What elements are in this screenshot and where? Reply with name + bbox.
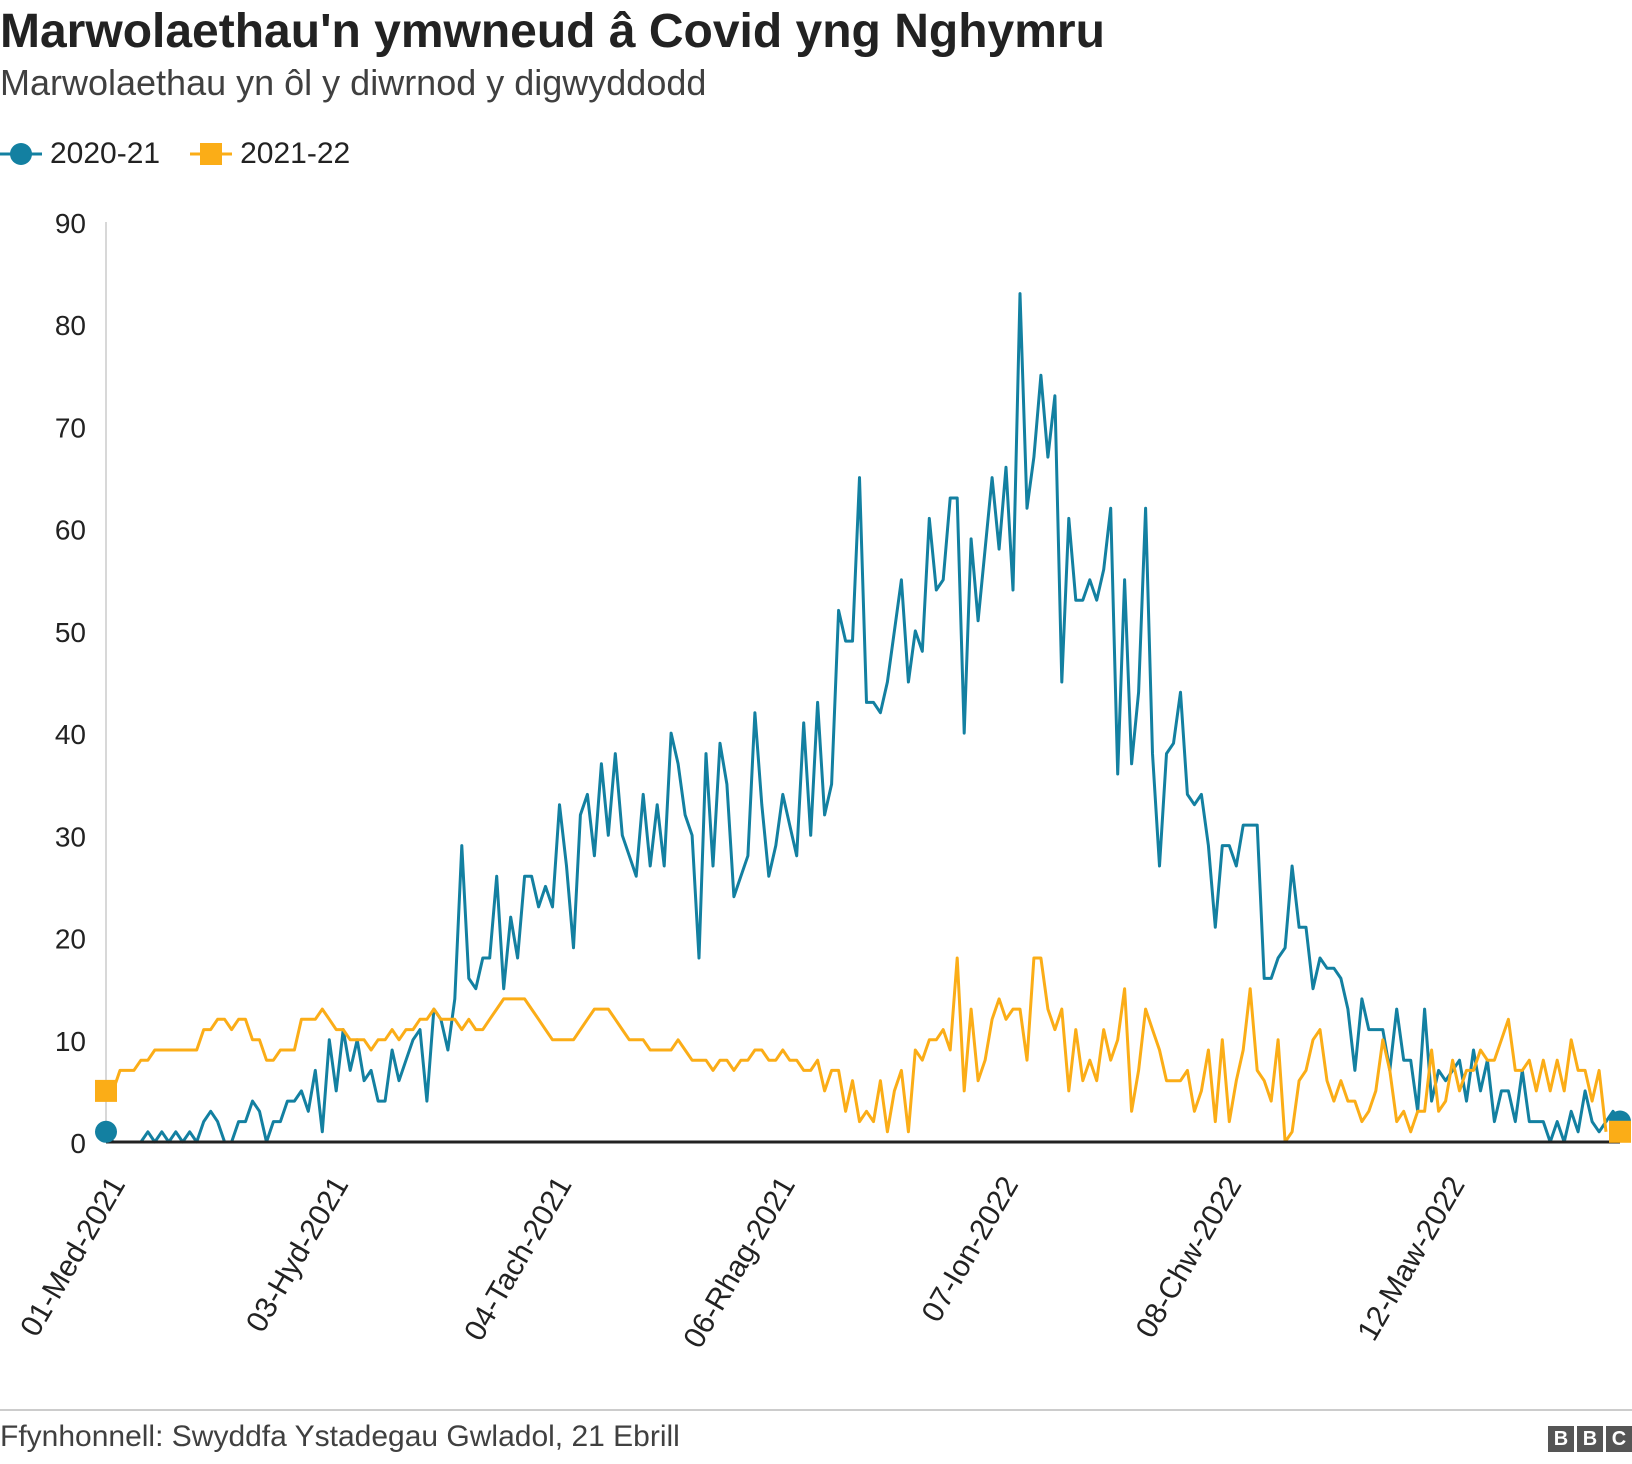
- legend-label: 2020-21: [50, 137, 161, 170]
- series-line-2020-21: [104, 292, 1622, 1144]
- legend-item-2021-22: 2021-22: [190, 137, 350, 171]
- series-start-marker: [95, 1120, 117, 1143]
- circle-marker-icon: [0, 143, 42, 165]
- series-start-marker: [95, 1079, 117, 1102]
- line-chart: 0 10 20 30 40 50 60 70 80 90 01-Med-2021 03-Hyd-202…: [14, 208, 1631, 1354]
- chart-subtitle: Marwolaethau yn ôl y diwrnod y digwyddod…: [0, 62, 707, 103]
- x-tick-label: 08-Chw-2022: [1130, 1171, 1249, 1343]
- legend: 2020-21 2021-22: [0, 134, 380, 174]
- y-tick-label: 40: [55, 719, 86, 750]
- y-tick-label: 80: [55, 310, 86, 341]
- y-tick-label: 50: [55, 617, 86, 648]
- source-note: Ffynhonnell: Swyddfa Ystadegau Gwladol, …: [0, 1420, 680, 1453]
- series-line-2021-22: [106, 956, 1608, 1144]
- chart-title: Marwolaethau'n ymwneud â Covid yng Nghym…: [0, 5, 1105, 58]
- y-tick-label: 90: [55, 208, 86, 239]
- y-tick-label: 10: [55, 1026, 86, 1057]
- y-tick-label: 70: [55, 412, 86, 443]
- x-tick-label: 01-Med-2021: [14, 1171, 132, 1342]
- y-tick-label: 20: [55, 924, 86, 955]
- x-tick-label: 06-Rhag-2021: [677, 1171, 801, 1354]
- y-tick-label: 30: [55, 821, 86, 852]
- legend-label: 2021-22: [240, 137, 351, 170]
- square-marker-icon: [190, 143, 233, 165]
- series-end-marker: [1609, 1120, 1631, 1143]
- y-tick-label: 60: [55, 515, 86, 546]
- x-tick-label: 07-Ion-2022: [916, 1171, 1025, 1328]
- legend-item-2020-21: 2020-21: [0, 137, 160, 171]
- x-tick-label: 04-Tach-2021: [458, 1171, 578, 1346]
- x-tick-label: 03-Hyd-2021: [240, 1171, 355, 1338]
- y-tick-label: 0: [70, 1128, 86, 1159]
- x-tick-label: 12-Maw-2022: [1351, 1171, 1471, 1346]
- footer-divider: [0, 1409, 1632, 1411]
